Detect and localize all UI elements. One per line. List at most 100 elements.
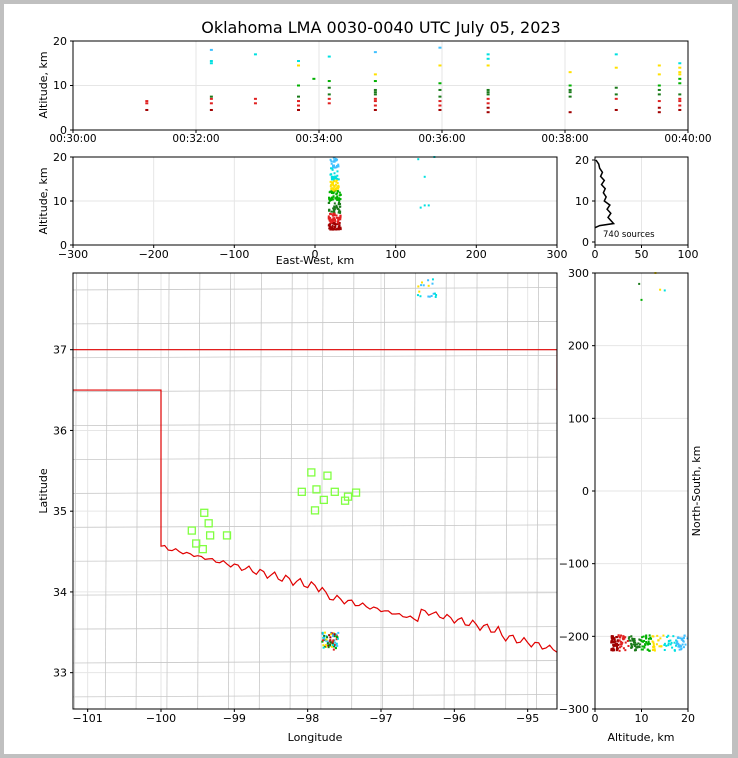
ew-source-point <box>339 202 342 205</box>
time-source-point <box>486 57 490 60</box>
ns-source-point <box>632 638 635 641</box>
ns-source-point <box>682 646 685 649</box>
ew-source-point <box>337 163 340 166</box>
ns-source-point <box>649 636 652 639</box>
ns-source-point <box>630 642 633 645</box>
time-source-point <box>327 55 331 58</box>
map-source-point <box>326 640 329 643</box>
time-source-point <box>678 100 682 103</box>
ew-source-point <box>332 195 335 198</box>
ns-source-point <box>631 645 634 648</box>
map-source-point <box>333 633 336 636</box>
time-source-point <box>568 84 572 87</box>
ns-source-point <box>671 646 674 649</box>
ew-source-point <box>334 157 337 160</box>
ew-source-point <box>333 185 336 188</box>
map-source-point <box>324 645 327 648</box>
county-line <box>73 490 557 494</box>
time-source-point <box>373 73 377 76</box>
ns-source-point <box>682 637 685 640</box>
ns-source-point <box>677 645 680 648</box>
time-source-point <box>657 93 661 96</box>
ew-source-point <box>328 198 331 201</box>
time-source-point <box>568 95 572 98</box>
ns-source-point <box>614 642 617 645</box>
time-source-point <box>327 80 331 83</box>
time-source-point <box>438 64 442 67</box>
map-source-point <box>323 631 326 634</box>
ew-source-point <box>332 189 335 192</box>
map-source-point <box>427 295 430 298</box>
ew-source-point <box>337 227 340 230</box>
time-source-point <box>327 93 331 96</box>
time-source-point <box>327 86 331 89</box>
ns-source-point <box>618 646 621 649</box>
map-source-point <box>326 643 329 646</box>
map-source-point <box>330 632 333 635</box>
map-source-point <box>431 282 434 285</box>
ns-source-point <box>678 645 681 648</box>
time-source-point <box>327 102 331 105</box>
station-marker <box>340 496 350 505</box>
time-source-point <box>327 97 331 100</box>
ns-source-point <box>636 646 639 649</box>
ns-source-point <box>631 639 634 642</box>
ns-source-point <box>619 643 622 646</box>
hist-xtick-label: 50 <box>635 248 649 261</box>
station-marker <box>323 471 332 480</box>
county-line <box>166 273 170 709</box>
map-source-point <box>335 644 338 647</box>
map-source-point <box>323 638 326 641</box>
time-source-point <box>657 73 661 76</box>
ns-ytick-label: −100 <box>559 558 589 571</box>
ns-source-point <box>663 644 666 647</box>
map-xtick-label: −99 <box>223 712 246 725</box>
map-source-point <box>335 642 338 645</box>
map-source-point <box>333 635 336 638</box>
map-source-point <box>322 644 325 647</box>
ns-source-point <box>627 645 630 648</box>
county-line <box>73 558 557 562</box>
time-source-point <box>486 106 490 109</box>
ew-source-point <box>331 187 334 190</box>
ns-source-point <box>647 643 650 646</box>
ew-source-point <box>330 199 333 202</box>
time-source-point <box>209 48 213 51</box>
north-south-xlabel: Altitude, km <box>607 731 674 744</box>
ew-source-point <box>336 198 339 201</box>
ew-source-point <box>329 227 332 230</box>
time-source-point <box>486 64 490 67</box>
ew-source-point <box>328 219 331 222</box>
county-line <box>73 694 557 698</box>
map-source-point <box>333 643 336 646</box>
station-marker <box>351 488 361 497</box>
ns-source-point <box>610 635 613 638</box>
ns-source-point <box>620 634 623 637</box>
station-marker <box>192 539 201 548</box>
time-source-point <box>678 77 682 80</box>
ew-source-point <box>330 177 333 180</box>
time-source-point <box>657 84 661 87</box>
ew-source-point <box>335 204 338 207</box>
ns-source-point <box>647 640 650 643</box>
ew-source-point <box>335 206 338 209</box>
ns-source-point <box>652 644 655 647</box>
ew-source-point <box>331 167 334 170</box>
lma-stations <box>187 468 361 554</box>
ew-source-point <box>333 211 336 214</box>
ns-source-point <box>642 640 645 643</box>
map-source-point <box>329 639 332 642</box>
map-xtick-label: −96 <box>443 712 466 725</box>
ns-source-point <box>645 634 648 637</box>
map-source-point <box>420 284 423 287</box>
ew-source-point <box>338 197 341 200</box>
time-ytick-label: 20 <box>53 35 67 48</box>
ew-source-point <box>332 210 335 213</box>
east-west-panel: 0 10 20 −300 −200 −100 0 100 200 300 Eas… <box>37 151 568 267</box>
ew-source-point <box>333 217 336 220</box>
ew-source-point <box>333 205 336 208</box>
ns-source-point <box>648 642 651 645</box>
ns-source-point <box>681 643 684 646</box>
ns-source-point <box>614 640 617 643</box>
ns-source-point <box>660 645 663 648</box>
